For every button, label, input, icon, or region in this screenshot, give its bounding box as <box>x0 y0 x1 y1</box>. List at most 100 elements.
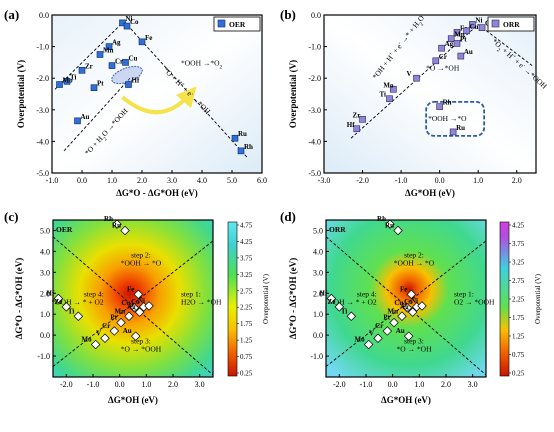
y-tick-label: 1.0 <box>40 310 50 319</box>
colorbar-tick-label: 0.75 <box>240 353 253 361</box>
data-point <box>122 59 129 66</box>
point-label: Rh <box>244 143 253 151</box>
annotation-ooh-o2: *OOH →*O2 <box>181 59 223 71</box>
volcano-line-left <box>54 20 125 90</box>
step-reaction: H2O → *OH <box>181 297 222 306</box>
y-tick-label: -1.0 <box>37 352 50 361</box>
y-axis-label: Overpotential (V) <box>288 60 298 128</box>
point-label: V <box>96 329 101 337</box>
point-label: V <box>407 70 412 78</box>
data-point <box>413 74 420 82</box>
x-tick-label: -3.0 <box>318 176 331 185</box>
y-tick-label: -5.0 <box>36 169 49 178</box>
data-point <box>353 125 361 133</box>
y-axis-label: Overpotential (V) <box>16 60 26 128</box>
y-tick-label: -4.0 <box>308 137 321 146</box>
colorbar-tick-label: 3.25 <box>512 259 525 267</box>
colorbar-label: Overpotential (V) <box>262 273 270 324</box>
x-tick-label: 3.0 <box>468 380 478 389</box>
data-point <box>407 307 418 317</box>
colorbar-tick-label: 4.25 <box>240 238 253 246</box>
data-point <box>385 219 395 229</box>
data-point <box>56 81 63 88</box>
data-point <box>438 44 445 52</box>
colorbar-tick-label: 3.25 <box>240 271 253 279</box>
x-axis-label: ΔG*OH (eV) <box>108 395 158 405</box>
colorbar-tick-label: 4.25 <box>512 222 525 230</box>
data-point <box>457 52 465 60</box>
point-label: Ru <box>456 124 465 132</box>
point-label: Ti <box>341 307 348 315</box>
y-tick-label: 3.0 <box>40 268 50 277</box>
point-label: Ru <box>385 221 394 229</box>
data-point <box>346 311 357 322</box>
point-label: Co <box>404 298 413 306</box>
panel-d: ORR step 1:O2 → *OOH step 2:*OOH → *O step … <box>280 209 542 405</box>
colorbar-tick-label: 2.75 <box>512 277 525 285</box>
point-label: Cu <box>394 299 403 307</box>
x-tick-label: 1.0 <box>473 176 483 185</box>
data-point <box>138 38 146 46</box>
legend-marker <box>491 19 500 28</box>
data-point <box>453 29 461 36</box>
point-label: Pt <box>110 314 117 322</box>
data-point <box>116 317 126 328</box>
point-label: Zr <box>85 62 93 70</box>
point-label: Cr <box>102 322 110 330</box>
point-label: Pt <box>383 314 390 322</box>
data-point <box>90 339 101 350</box>
data-point <box>237 147 245 155</box>
x-tick-label: 2.0 <box>137 176 147 185</box>
colorbar <box>499 221 510 377</box>
plot-background <box>324 15 536 173</box>
colorbar-tick-label: 0.75 <box>512 351 525 359</box>
data-point <box>120 225 130 236</box>
point-label: Ti <box>68 307 75 315</box>
point-label: Rh <box>104 215 113 223</box>
data-point <box>436 103 443 110</box>
y-tick-label: 5.0 <box>313 226 323 235</box>
x-tick-label: 6.0 <box>257 176 267 185</box>
step-reaction: *O → *OH <box>397 345 433 354</box>
data-point <box>386 95 393 103</box>
x-tick-label: 3.0 <box>195 380 205 389</box>
point-label: Au <box>123 327 132 335</box>
colorbar-tick-label: 1.25 <box>240 337 253 345</box>
point-label: Mn <box>454 31 465 39</box>
point-label: Zr <box>353 111 361 119</box>
step-reaction: *O → *OOH <box>121 345 162 354</box>
data-point <box>363 339 374 350</box>
y-tick-label: 0.0 <box>39 11 49 20</box>
point-label: Ti <box>380 91 387 99</box>
data-point <box>406 289 417 300</box>
data-point <box>432 57 440 65</box>
x-tick-label: 2.0 <box>441 380 451 389</box>
y-tick-label: -3.0 <box>36 106 49 115</box>
point-label: Hf <box>47 290 55 298</box>
panel-label: (a) <box>4 7 19 22</box>
data-point <box>402 303 413 313</box>
colorbar-tick-label: 0.25 <box>240 370 253 378</box>
x-axis-label: ΔG*OH (eV) <box>381 395 431 405</box>
point-label: Fe <box>127 285 134 293</box>
point-label: Cr <box>115 58 123 66</box>
data-point <box>403 331 414 341</box>
data-point <box>453 40 461 47</box>
point-label: Mo <box>82 336 93 344</box>
point-label: Hf <box>132 77 140 85</box>
point-label: Rh <box>377 215 386 223</box>
panel-label: (c) <box>4 209 18 224</box>
x-axis-label: ΔG*OH (eV) <box>405 188 455 198</box>
step-name: step 1: <box>181 289 201 298</box>
y-tick-label: 2.0 <box>40 289 50 298</box>
point-label: Ni <box>411 297 418 305</box>
data-point <box>73 311 84 322</box>
point-label: Rh <box>443 99 452 107</box>
heatmap-field <box>326 220 486 377</box>
y-tick-label: 3.0 <box>313 268 323 277</box>
colorbar-tick-label: 0.25 <box>512 370 525 378</box>
legend-label: OER <box>229 20 246 29</box>
point-label: Fe <box>400 285 407 293</box>
